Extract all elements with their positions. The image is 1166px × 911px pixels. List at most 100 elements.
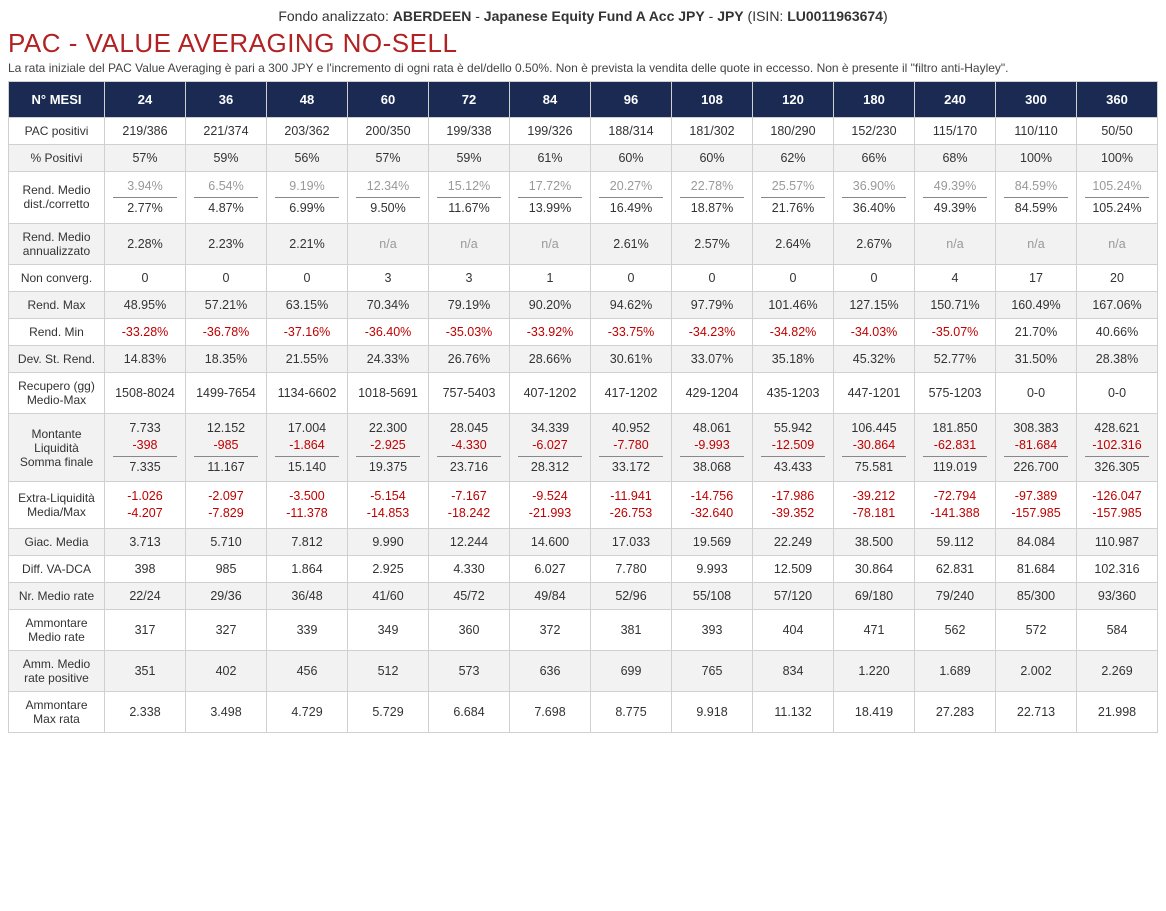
row-label: Rend. Medio dist./corretto — [9, 172, 105, 224]
cell: 17.72%13.99% — [510, 172, 591, 224]
cell: 2.61% — [591, 223, 672, 264]
cell: 22.78%18.87% — [672, 172, 753, 224]
cell: -3.500-11.378 — [267, 482, 348, 529]
cell: 12.244 — [429, 529, 510, 556]
cell: 14.83% — [105, 345, 186, 372]
cell: 7.733-3987.335 — [105, 413, 186, 482]
cell: 28.045-4.33023.716 — [429, 413, 510, 482]
cell: 24.33% — [348, 345, 429, 372]
cell: -17.986-39.352 — [753, 482, 834, 529]
cell: 79/240 — [915, 583, 996, 610]
fund-name: Japanese Equity Fund A Acc JPY — [484, 8, 705, 24]
table-row: Amm. Medio rate positive3514024565125736… — [9, 651, 1158, 692]
cell: 8.775 — [591, 692, 672, 733]
cell: 512 — [348, 651, 429, 692]
cell: -36.40% — [348, 318, 429, 345]
cell: -35.07% — [915, 318, 996, 345]
cell: 1.864 — [267, 556, 348, 583]
cell: 221/374 — [186, 118, 267, 145]
cell: 106.445-30.86475.581 — [834, 413, 915, 482]
fund-header: Fondo analizzato: ABERDEEN - Japanese Eq… — [8, 8, 1158, 24]
cell: -72.794-141.388 — [915, 482, 996, 529]
cell: n/a — [348, 223, 429, 264]
cell: 55.942-12.50943.433 — [753, 413, 834, 482]
table-row: Rend. Medio dist./corretto3.94%2.77%6.54… — [9, 172, 1158, 224]
cell: 7.812 — [267, 529, 348, 556]
cell: 45/72 — [429, 583, 510, 610]
cell: 834 — [753, 651, 834, 692]
cell: 1 — [510, 264, 591, 291]
cell: 9.19%6.99% — [267, 172, 348, 224]
cell: 62% — [753, 145, 834, 172]
cell: 985 — [186, 556, 267, 583]
cell: 317 — [105, 610, 186, 651]
row-label: Montante Liquidità Somma finale — [9, 413, 105, 482]
cell: 199/326 — [510, 118, 591, 145]
cell: 57/120 — [753, 583, 834, 610]
cell: 2.67% — [834, 223, 915, 264]
cell: 17.004-1.86415.140 — [267, 413, 348, 482]
col-header-months: 96 — [591, 82, 672, 118]
cell: 181.850-62.831119.019 — [915, 413, 996, 482]
cell: 20.27%16.49% — [591, 172, 672, 224]
cell: 30.61% — [591, 345, 672, 372]
col-header-months: 240 — [915, 82, 996, 118]
cell: 59.112 — [915, 529, 996, 556]
cell: 66% — [834, 145, 915, 172]
row-label: Extra-Liquidità Media/Max — [9, 482, 105, 529]
cell: 2.338 — [105, 692, 186, 733]
cell: 81.684 — [996, 556, 1077, 583]
cell: 200/350 — [348, 118, 429, 145]
table-row: Ammontare Max rata2.3383.4984.7295.7296.… — [9, 692, 1158, 733]
cell: 41/60 — [348, 583, 429, 610]
table-row: Recupero (gg) Medio-Max1508-80241499-765… — [9, 372, 1158, 413]
cell: 0 — [186, 264, 267, 291]
cell: 28.66% — [510, 345, 591, 372]
cell: 101.46% — [753, 291, 834, 318]
cell: 49.39%49.39% — [915, 172, 996, 224]
cell: 27.283 — [915, 692, 996, 733]
cell: 398 — [105, 556, 186, 583]
cell: 28.38% — [1077, 345, 1158, 372]
cell: 4.330 — [429, 556, 510, 583]
cell: 447-1201 — [834, 372, 915, 413]
cell: 150.71% — [915, 291, 996, 318]
cell: 1.220 — [834, 651, 915, 692]
cell: 26.76% — [429, 345, 510, 372]
cell: 327 — [186, 610, 267, 651]
table-row: Non converg.000331000041720 — [9, 264, 1158, 291]
cell: 360 — [429, 610, 510, 651]
cell: 2.002 — [996, 651, 1077, 692]
cell: 562 — [915, 610, 996, 651]
cell: 0 — [753, 264, 834, 291]
cell: 20 — [1077, 264, 1158, 291]
cell: 52/96 — [591, 583, 672, 610]
cell: 62.831 — [915, 556, 996, 583]
cell: 2.269 — [1077, 651, 1158, 692]
cell: 55/108 — [672, 583, 753, 610]
fund-ccy: JPY — [717, 8, 743, 24]
cell: 115/170 — [915, 118, 996, 145]
cell: 59% — [429, 145, 510, 172]
col-header-months: 24 — [105, 82, 186, 118]
cell: 5.729 — [348, 692, 429, 733]
col-header-months: 180 — [834, 82, 915, 118]
cell: 0-0 — [996, 372, 1077, 413]
cell: 48.061-9.99338.068 — [672, 413, 753, 482]
row-label: Rend. Min — [9, 318, 105, 345]
cell: 3 — [429, 264, 510, 291]
cell: 18.419 — [834, 692, 915, 733]
cell: 68% — [915, 145, 996, 172]
fund-prefix: Fondo analizzato: — [278, 8, 389, 24]
cell: 2.28% — [105, 223, 186, 264]
cell: -97.389-157.985 — [996, 482, 1077, 529]
cell: 12.34%9.50% — [348, 172, 429, 224]
table-row: Montante Liquidità Somma finale7.733-398… — [9, 413, 1158, 482]
cell: 40.66% — [1077, 318, 1158, 345]
cell: 12.509 — [753, 556, 834, 583]
cell: 17.033 — [591, 529, 672, 556]
cell: 349 — [348, 610, 429, 651]
cell: n/a — [510, 223, 591, 264]
cell: 7.780 — [591, 556, 672, 583]
row-label: Ammontare Max rata — [9, 692, 105, 733]
